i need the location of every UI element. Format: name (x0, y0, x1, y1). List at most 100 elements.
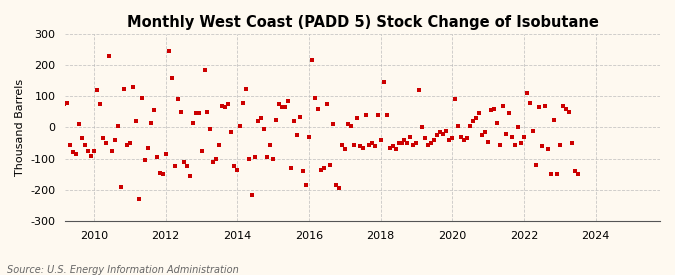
Point (178, 160, 189, 164)
Point (554, 142, 565, 147)
Point (250, 155, 261, 159)
Point (271, 117, 281, 122)
Point (381, 113, 392, 117)
Point (333, 186, 344, 191)
Point (444, 138, 455, 142)
Point (495, 142, 506, 147)
Point (375, 138, 386, 142)
Point (244, 156, 254, 161)
Point (450, 97, 460, 102)
Point (163, 49, 174, 53)
Point (336, 142, 347, 147)
Point (155, 170, 165, 175)
Point (456, 135, 466, 139)
Point (279, 105, 290, 109)
Point (331, 183, 342, 187)
Point (485, 108, 496, 112)
Point (524, 100, 535, 105)
Point (518, 135, 529, 139)
Point (533, 105, 544, 109)
Text: Source: U.S. Energy Information Administration: Source: U.S. Energy Information Administ… (7, 265, 238, 275)
Point (256, 116, 267, 120)
Point (357, 145, 368, 150)
Point (480, 130, 491, 134)
Point (226, 130, 237, 134)
Point (489, 107, 500, 111)
Point (558, 103, 568, 108)
Point (202, 110, 213, 114)
Point (384, 145, 395, 150)
Point (432, 133, 443, 138)
Point (441, 128, 452, 133)
Point (447, 136, 458, 141)
Point (304, 135, 315, 139)
Point (300, 183, 311, 187)
Point (512, 125, 523, 130)
Point (181, 164, 192, 169)
Point (551, 172, 562, 177)
Point (136, 96, 147, 100)
Point (140, 158, 151, 163)
Point (88, 149, 99, 153)
Point (190, 111, 201, 116)
Point (289, 119, 300, 123)
Point (310, 96, 321, 100)
Point (399, 138, 410, 142)
Point (217, 103, 227, 108)
Point (390, 147, 401, 152)
Point (414, 88, 425, 92)
Point (124, 141, 135, 145)
Point (429, 138, 439, 142)
Point (516, 141, 526, 145)
Point (277, 105, 288, 109)
Point (119, 86, 130, 91)
Point (286, 166, 296, 170)
Point (569, 169, 580, 173)
Point (62, 100, 73, 105)
Point (315, 167, 326, 172)
Point (199, 68, 210, 72)
Point (402, 141, 413, 145)
Point (274, 102, 285, 106)
Point (342, 122, 353, 127)
Point (56, 85, 67, 89)
Point (292, 133, 302, 138)
Point (130, 119, 141, 123)
Point (220, 105, 231, 109)
Point (265, 142, 275, 147)
Point (387, 144, 398, 148)
Point (543, 147, 554, 152)
Point (294, 114, 305, 119)
Point (268, 156, 279, 161)
Point (92, 88, 103, 92)
Point (548, 117, 559, 122)
Point (537, 144, 547, 148)
Point (372, 113, 383, 117)
Point (134, 197, 144, 201)
Point (348, 142, 359, 147)
Point (405, 135, 416, 139)
Point (151, 155, 162, 159)
Point (71, 152, 82, 156)
Point (247, 192, 258, 197)
Point (103, 54, 114, 58)
Point (560, 107, 571, 111)
Point (420, 136, 431, 141)
Point (176, 110, 186, 114)
Point (435, 130, 446, 134)
Point (65, 142, 76, 147)
Point (172, 97, 183, 102)
Point (262, 155, 273, 159)
Point (83, 149, 94, 153)
Point (196, 149, 207, 153)
Point (539, 103, 550, 108)
Point (462, 136, 472, 141)
Point (208, 160, 219, 164)
Point (211, 156, 222, 161)
Point (241, 86, 252, 91)
Point (393, 141, 404, 145)
Point (545, 172, 556, 177)
Point (142, 145, 153, 150)
Point (363, 142, 374, 147)
Point (313, 107, 323, 111)
